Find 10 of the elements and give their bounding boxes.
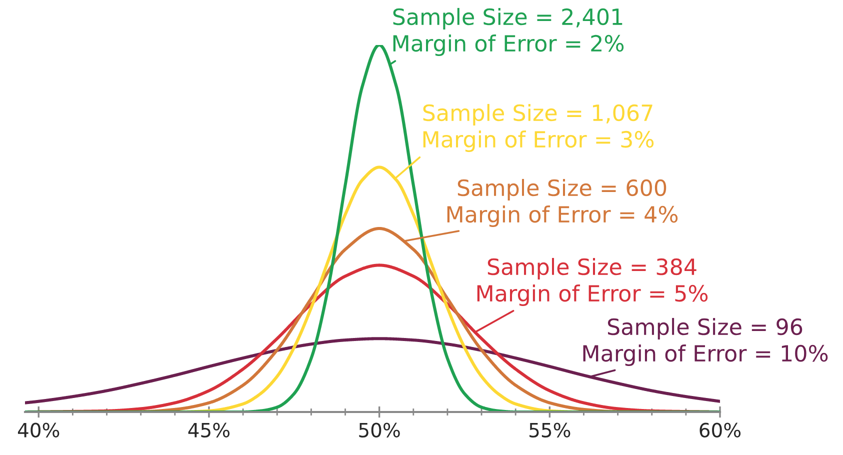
x-tick-label: 40% bbox=[18, 422, 60, 438]
series-label: Sample Size = 96 Margin of Error = 10% bbox=[583, 318, 828, 366]
x-tick-label: 50% bbox=[359, 422, 400, 438]
series-label: Sample Size = 2,401 Margin of Error = 2% bbox=[393, 8, 624, 56]
x-tick-label: 55% bbox=[530, 422, 570, 438]
x-tick-label: 45% bbox=[188, 422, 230, 438]
series-label: Sample Size = 384 Margin of Error = 5% bbox=[477, 258, 708, 306]
series-label: Sample Size = 600 Margin of Error = 4% bbox=[447, 178, 678, 228]
x-tick-label: 60% bbox=[700, 422, 741, 438]
series-label: Sample Size = 1,067 Margin of Error = 3% bbox=[423, 104, 654, 152]
